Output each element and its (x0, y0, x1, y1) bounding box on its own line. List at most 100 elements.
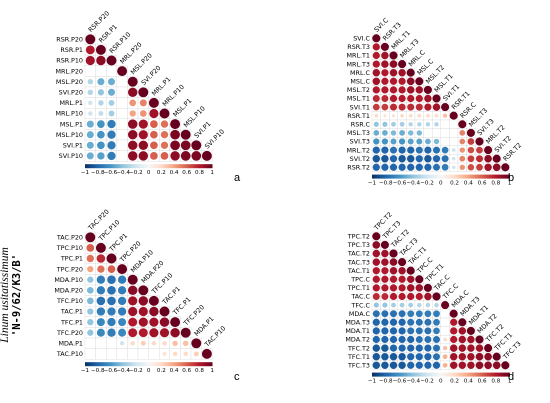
corr-circle-tfc-p20-mda-p10 (128, 328, 138, 338)
colorbar-segment (94, 362, 97, 367)
row-label-tac-c: TAC.C (350, 293, 370, 301)
corr-circle-tac-t2-tpc-t3 (381, 249, 389, 258)
colorbar-segment (449, 174, 452, 179)
colorbar-segment (411, 174, 414, 179)
corr-circle-rsr-t1-msl-c (417, 113, 422, 118)
corr-circle-svi-t3-rsr-c (459, 138, 466, 145)
corr-circle-tac-p1-tac-p20 (87, 308, 94, 315)
corr-circle-tfc-t3-mda-t1 (467, 361, 475, 370)
row-label-msl-p1: MSL.P1 (60, 120, 83, 128)
corr-circle-mda-t3-tac-c (433, 318, 440, 326)
corr-circle-tac-p20-tac-p20 (85, 232, 96, 243)
colorbar-segment (205, 362, 208, 367)
colorbar-segment (129, 164, 132, 169)
colorbar-segment (428, 174, 431, 179)
corr-circle-tfc-p20-tac-p1 (159, 328, 170, 338)
corr-circle-tfc-c-tac-t1 (408, 302, 414, 308)
corr-circle-tpc-t1-tpc-t2 (372, 284, 380, 292)
corr-circle-tpc-t1-tpc-t1 (423, 283, 432, 292)
corr-circle-tfc-p1-tpc-p1 (107, 317, 116, 327)
colorbar-segment (194, 362, 197, 367)
corr-circle-tac-t2-tpc-t2 (372, 249, 381, 258)
colorbar-segment (172, 164, 175, 169)
corr-circle-svi-p10-msl-p1 (170, 151, 180, 161)
row-label-tac-t1: TAC.T1 (347, 267, 370, 275)
corr-circle-svi-t1-rsr-t3 (381, 103, 389, 111)
colorbar-segment (396, 174, 399, 179)
corr-circle-svi-t2-msl-t3 (467, 155, 475, 163)
corr-circle-svi-t1-msl-t2 (424, 103, 432, 111)
row-label-tfc-t3: TFC.T3 (347, 362, 370, 370)
corr-circle-svi-t2-mrl-t2 (484, 154, 492, 163)
colorbar-segment (430, 174, 433, 179)
colorbar-tick-label: −0.4 (406, 181, 420, 187)
colorbar-segment (392, 174, 395, 179)
colorbar-segment (178, 164, 181, 169)
colorbar-segment (201, 362, 203, 367)
colorbar-segment (170, 164, 173, 169)
colorbar-segment (123, 362, 126, 367)
corr-circle-tfc-t3-tpc-c (415, 361, 423, 369)
corr-circle-svi-p20-rsr-p10 (107, 88, 116, 96)
colorbar-segment (181, 362, 184, 367)
corr-circle-rsr-t2-svi-t2 (492, 163, 501, 172)
colorbar-segment (464, 372, 467, 377)
corr-circle-tfc-t1-tpc-t2 (372, 352, 381, 361)
colorbar-segment (397, 372, 400, 377)
colorbar-segment (89, 164, 92, 169)
colorbar-segment (475, 174, 478, 179)
corr-circle-mrl-t2-msl-c (415, 146, 423, 154)
corr-circle-mda-c-tac-t1 (407, 310, 415, 318)
corr-circle-mda-p10-tpc-p20 (117, 275, 127, 284)
colorbar-segment (96, 362, 99, 367)
colorbar-segment (442, 372, 445, 377)
corr-circle-mda-p20-tpc-p1 (107, 285, 116, 295)
corr-circle-tfc-p20-tpc-p1 (107, 328, 116, 337)
colorbar-tick-label: 0.4 (464, 181, 473, 187)
colorbar-tick-label: 0.6 (478, 181, 487, 187)
corr-circle-tfc-t2-tac-t2 (389, 344, 398, 352)
corr-circle-svi-t1-svi-t1 (441, 103, 450, 112)
corr-circle-msl-t1-mrl-t1 (389, 94, 398, 103)
colorbar-segment (127, 164, 130, 169)
colorbar-segment (437, 372, 440, 377)
corr-circle-tfc-c-tac-t2 (391, 302, 396, 308)
corr-circle-msl-t1-svi-c (372, 95, 380, 102)
colorbar-segment (373, 372, 376, 377)
colorbar-segment (91, 362, 94, 367)
colorbar-segment (118, 362, 121, 367)
colorbar-tick-label: −0.6 (104, 368, 118, 374)
corr-circle-rsr-t2-mrl-t3 (398, 163, 406, 171)
colorbar-segment (166, 164, 168, 169)
corr-circle-tac-t1-tpc-t2 (372, 267, 380, 275)
colorbar-tick-label: 0.2 (450, 379, 459, 385)
colorbar-segment (197, 362, 200, 367)
colorbar-segment (108, 164, 111, 169)
corr-circle-mrl-t2-mrl-t1 (390, 146, 397, 154)
colorbar-segment (158, 164, 161, 169)
corr-circle-msl-p1-msl-p1 (170, 119, 181, 130)
corr-circle-msl-t3-mrl-c (407, 130, 414, 136)
corr-circle-msl-p1-rsr-p1 (97, 120, 105, 128)
colorbar-segment (153, 164, 156, 169)
row-label-msl-p20: MSL.P20 (56, 78, 83, 86)
corr-circle-svi-t2-msl-t1 (432, 155, 441, 163)
colorbar-segment (137, 164, 140, 169)
corr-circle-tac-p1-tpc-p20 (117, 307, 127, 316)
corr-circle-tfc-p1-tfc-p1 (170, 317, 181, 328)
corr-circle-rsr-t2-svi-c (372, 163, 380, 171)
colorbar-segment (449, 372, 452, 377)
cell-bg (84, 348, 96, 360)
colorbar-segment (116, 362, 119, 367)
colorbar-segment (497, 174, 500, 179)
corr-circle-tfc-c-tac-t3 (399, 302, 405, 308)
row-label-mrl-t1: MRL.T1 (346, 52, 370, 60)
row-label-mrl-t3: MRL.T3 (346, 60, 370, 68)
corr-circle-svi-t2-svi-t3 (476, 155, 483, 163)
colorbar-segment (471, 174, 474, 179)
colorbar-segment (99, 164, 102, 169)
corr-circle-rsr-p20-rsr-p20 (85, 34, 96, 45)
corr-circle-tfc-t3-tfc-t3 (501, 361, 510, 370)
corr-circle-mda-c-tpc-c (415, 310, 423, 318)
colorbar-segment (175, 164, 178, 169)
